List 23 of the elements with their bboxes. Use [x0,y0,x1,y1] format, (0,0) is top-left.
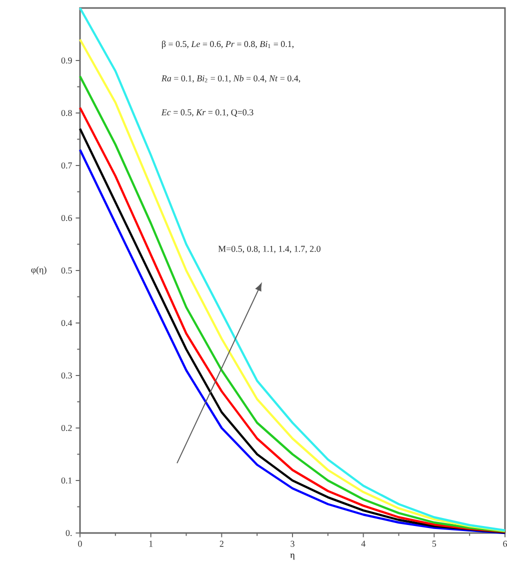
y-tick-label: 0.7 [61,162,72,169]
x-tick-label: 0 [78,540,82,547]
y-tick-label: 0.9 [61,57,72,64]
x-axis-title: η [290,554,294,560]
y-tick-label: 0.2 [61,424,72,432]
y-axis-title: φ(η) [31,266,46,275]
annotation: Ec = 0.5, Kr = 0.1, Q=0.3 [161,109,254,117]
x-tick-label: 1 [149,540,153,547]
y-tick-label: 0.5 [61,267,72,274]
text: Ra = 0.1, Bi$_{2}$ = 0.1, Nb = 0.4, Nt = 0.4, [161,75,300,83]
y-tick-label: 0. [66,530,72,536]
y-tick-label: 0.6 [61,214,72,222]
y-tick-label: 0.8 [61,110,72,116]
y-tick-label: 0.4 [61,320,72,326]
y-tick-label: 0.1 [61,477,72,484]
x-tick-label: 4 [361,540,366,547]
annotation: β = 0.5, Le = 0.6, Pr = 0.8, Bi$_{1}$ = 0.1, [162,40,294,49]
x-tick-label: 2 [220,540,224,547]
y-tick-label: 0.3 [61,372,72,379]
annotation: M=0.5, 0.8, 1.1, 1.4, 1.7, 2.0 [218,246,320,254]
x-tick-label: 3 [290,540,294,547]
x-tick-label: 6 [503,540,507,547]
x-tick-label: 5 [432,540,436,547]
